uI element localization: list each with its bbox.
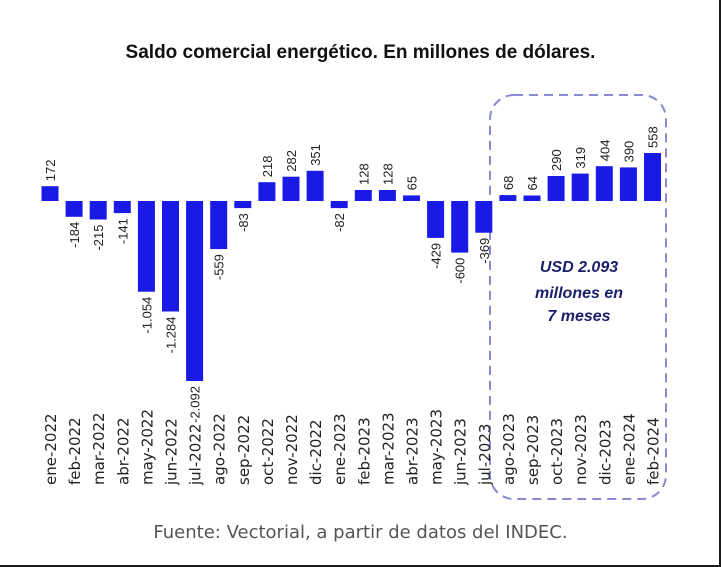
value-label-oct-2022: 218 xyxy=(260,155,275,177)
bar-oct-2022 xyxy=(258,182,276,201)
value-label-mar-2022: -215 xyxy=(91,225,106,251)
value-label-feb-2023: 128 xyxy=(356,163,371,185)
bar-mar-2023 xyxy=(378,190,396,201)
tick-label-nov-2022: nov-2022 xyxy=(283,414,301,485)
tick-label-oct-2022: oct-2022 xyxy=(259,418,277,485)
value-label-nov-2023: 319 xyxy=(573,147,588,169)
value-label-sep-2023: 64 xyxy=(525,176,540,190)
tick-label-sep-2023: sep-2023 xyxy=(524,415,542,485)
source-note: Fuente: Vectorial, a partir de datos del… xyxy=(153,522,568,543)
tick-label-jun-2023: jun-2023 xyxy=(452,418,470,486)
bar-feb-2024 xyxy=(644,153,661,201)
tick-label-jul-2023: jul-2023 xyxy=(476,424,494,486)
bar-ene-2023 xyxy=(330,201,348,209)
tick-label-ene-2023: ene-2023 xyxy=(331,413,349,485)
tick-label-dic-2023: dic-2023 xyxy=(596,419,614,485)
tick-label-jul-2022: jul-2022 xyxy=(187,424,205,486)
callout-line-1: USD 2.093 xyxy=(540,259,618,276)
bar-abr-2022 xyxy=(113,201,131,214)
bar-chart: 172 -184 -215 -141 -1.054 -1.284 -2.092 -559 -83… xyxy=(41,94,667,500)
bar-mar-2022 xyxy=(89,201,107,220)
tick-label-abr-2023: abr-2023 xyxy=(404,417,422,485)
chart-title: Saldo comercial energético. En millones … xyxy=(125,42,596,63)
tick-label-feb-2022: feb-2022 xyxy=(66,417,84,485)
bar-abr-2023 xyxy=(403,195,420,201)
tick-label-nov-2023: nov-2023 xyxy=(572,414,590,485)
bar-oct-2023 xyxy=(547,176,565,201)
bar-feb-2023 xyxy=(354,190,372,201)
bar-jun-2023 xyxy=(451,201,469,253)
tick-label-ene-2022: ene-2022 xyxy=(42,413,60,485)
value-label-jul-2022: -2.092 xyxy=(188,386,203,423)
value-label-may-2022: -1.054 xyxy=(139,297,154,334)
bar-nov-2022 xyxy=(282,176,300,201)
value-label-nov-2022: 282 xyxy=(284,150,299,172)
bar-ene-2024 xyxy=(619,167,637,201)
value-label-oct-2023: 290 xyxy=(549,149,564,171)
bar-jun-2022 xyxy=(162,201,179,312)
tick-label-mar-2022: mar-2022 xyxy=(90,412,108,485)
bar-nov-2023 xyxy=(571,173,589,201)
tick-label-oct-2023: oct-2023 xyxy=(548,418,566,485)
value-label-ene-2024: 390 xyxy=(621,141,636,163)
bar-ene-2022 xyxy=(41,186,59,201)
callout-line-3: 7 meses xyxy=(547,308,610,325)
value-label-abr-2023: 65 xyxy=(405,176,420,190)
highlight-box xyxy=(489,94,667,500)
value-label-ago-2022: -559 xyxy=(212,254,227,280)
tick-label-ago-2022: ago-2022 xyxy=(211,413,229,485)
tick-label-ene-2024: ene-2024 xyxy=(620,413,638,485)
value-label-sep-2022: -83 xyxy=(236,213,251,232)
value-label-abr-2022: -141 xyxy=(115,218,130,244)
value-label-mar-2023: 128 xyxy=(380,163,395,185)
value-label-dic-2023: 404 xyxy=(597,139,612,161)
tick-label-abr-2022: abr-2022 xyxy=(114,417,132,485)
callout-line-2: millones en xyxy=(535,285,623,302)
tick-label-ago-2023: ago-2023 xyxy=(500,413,518,485)
value-label-jun-2022: -1.284 xyxy=(164,317,179,354)
bar-jul-2022 xyxy=(186,201,204,381)
value-label-ene-2022: 172 xyxy=(43,159,58,181)
value-label-jul-2023: -369 xyxy=(477,238,492,264)
value-label-may-2023: -429 xyxy=(429,243,444,269)
bar-may-2022 xyxy=(137,201,155,292)
bar-may-2023 xyxy=(427,201,445,238)
tick-label-dic-2022: dic-2022 xyxy=(307,419,325,485)
bar-ago-2022 xyxy=(210,201,228,250)
value-label-feb-2024: 558 xyxy=(646,126,661,148)
value-label-ago-2023: 68 xyxy=(501,176,516,190)
tick-label-may-2023: may-2023 xyxy=(428,409,446,485)
bar-sep-2022 xyxy=(234,201,252,209)
tick-label-mar-2023: mar-2023 xyxy=(379,412,397,485)
value-label-ene-2023: -82 xyxy=(332,213,347,232)
tick-label-sep-2022: sep-2022 xyxy=(235,415,253,485)
bar-sep-2023 xyxy=(523,195,541,201)
tick-label-feb-2024: feb-2024 xyxy=(645,417,663,485)
value-label-jun-2023: -600 xyxy=(453,258,468,284)
bar-dic-2022 xyxy=(306,170,324,201)
bar-jul-2023 xyxy=(475,201,493,233)
tick-label-jun-2022: jun-2022 xyxy=(163,418,181,486)
bar-dic-2023 xyxy=(595,166,613,201)
bar-feb-2022 xyxy=(65,201,83,217)
value-label-feb-2022: -184 xyxy=(67,222,82,248)
tick-label-feb-2023: feb-2023 xyxy=(355,417,373,485)
bar-ago-2023 xyxy=(499,195,517,201)
value-label-dic-2022: 351 xyxy=(308,144,323,166)
tick-label-may-2022: may-2022 xyxy=(138,409,156,485)
